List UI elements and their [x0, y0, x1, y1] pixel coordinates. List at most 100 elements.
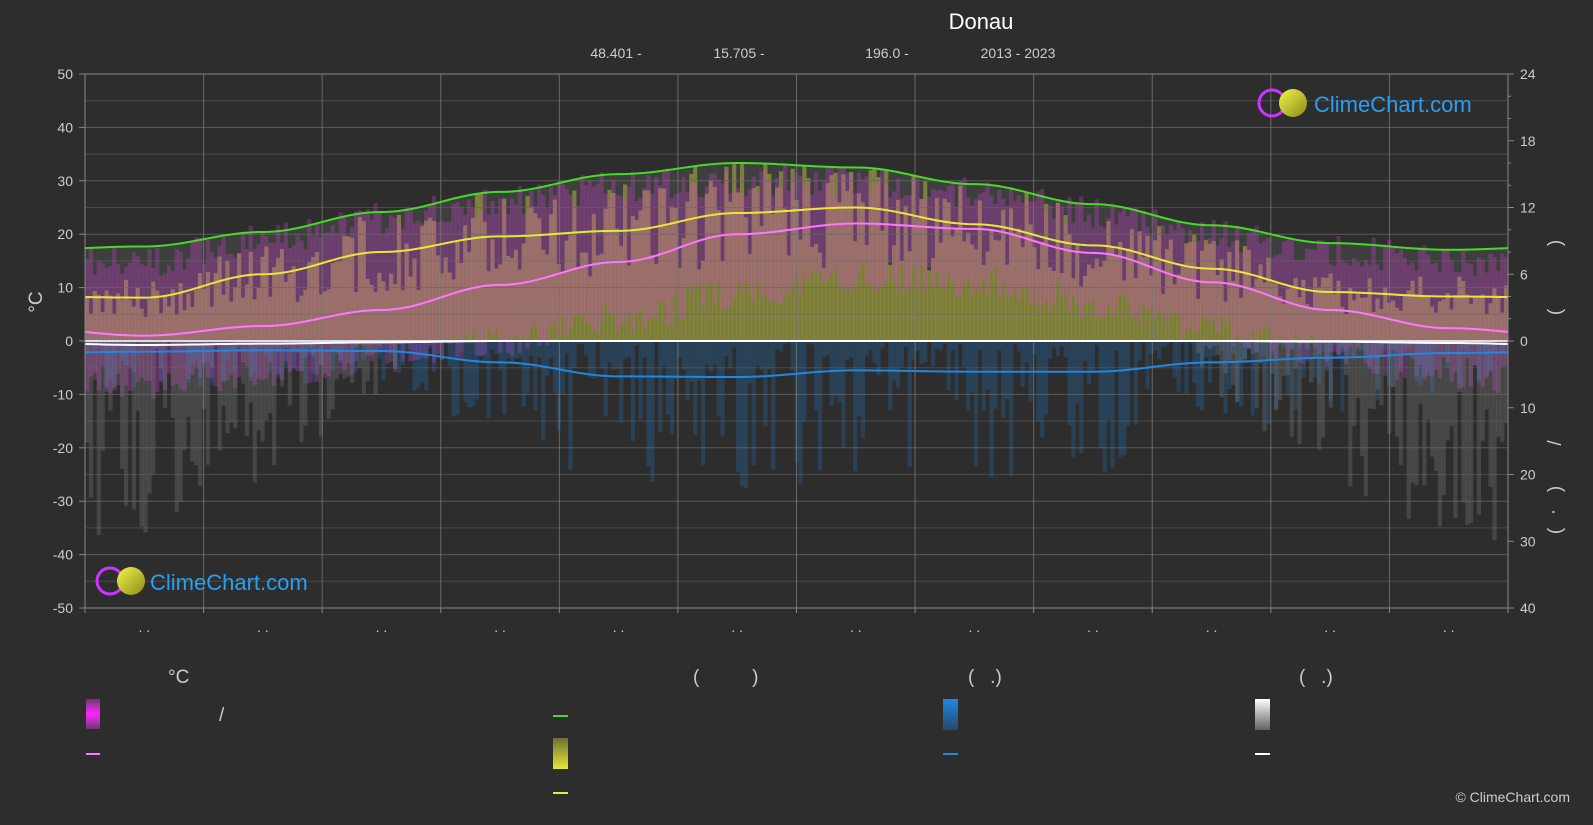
daylight-bar: [1188, 223, 1193, 341]
sunshine-bar: [712, 187, 717, 341]
daylight-bar: [704, 164, 710, 341]
daylight-bar: [322, 221, 328, 341]
sunshine-bar: [295, 301, 300, 341]
snow-bar: [194, 341, 199, 466]
daylight-bar: [1059, 200, 1064, 341]
daylight-bar: [307, 225, 312, 341]
rain-bar: [580, 341, 585, 344]
rain-bar: [1472, 341, 1478, 344]
daylight-bar: [88, 247, 94, 341]
temp-range-bar: [1367, 264, 1372, 367]
rain-bar: [1344, 341, 1349, 353]
daylight-bar: [642, 172, 647, 341]
temp-range-bar: [1153, 209, 1158, 319]
temp-range-bar: [1036, 191, 1041, 307]
rain-bar: [1316, 341, 1322, 385]
snow-bar: [1246, 341, 1251, 348]
sunshine-bar: [1137, 231, 1142, 341]
sunshine-bar: [580, 252, 585, 341]
rain-bar: [198, 341, 203, 386]
temp-range-bar: [428, 204, 433, 346]
rain-bar: [455, 341, 460, 416]
x-tick-label: . .: [494, 619, 506, 635]
sunshine-bar: [724, 166, 729, 341]
sunshine-bar: [876, 177, 881, 341]
temp-range-bar: [88, 248, 94, 377]
daylight-bar: [1281, 237, 1287, 341]
daylight-bar: [693, 166, 698, 341]
temp-range-bar: [903, 194, 908, 294]
sunshine-bar: [548, 214, 554, 341]
daylight-bar: [895, 172, 901, 341]
temp-range-bar: [225, 254, 230, 381]
daylight-bar: [373, 212, 378, 341]
temp-range-bar: [1016, 195, 1021, 301]
legend-snow-heading: ( .): [1299, 667, 1333, 688]
sunshine-bar: [470, 217, 476, 341]
rain-bar: [221, 341, 226, 381]
snow-bar: [1219, 341, 1224, 398]
rain-bar: [1355, 341, 1361, 350]
sunshine-bar: [938, 242, 943, 341]
rain-bar: [96, 341, 101, 344]
sunshine-bar: [1215, 275, 1220, 341]
snow-bar: [104, 341, 109, 388]
daylight-bar: [810, 166, 815, 341]
daylight-bar: [876, 168, 881, 341]
daylight-bar: [217, 236, 222, 341]
temp-range-bar: [814, 172, 819, 276]
daylight-bar: [1161, 217, 1166, 341]
temp-range-bar: [1137, 231, 1142, 323]
y-left-tick-label: 50: [57, 66, 73, 82]
temp-range-bar: [615, 195, 620, 333]
sunshine-bar: [1488, 303, 1493, 341]
snow-bar: [108, 341, 113, 411]
rain-bar: [342, 341, 347, 348]
rain-bar: [541, 341, 546, 440]
sunshine-bar: [1149, 275, 1154, 341]
rain-bar: [1122, 341, 1127, 456]
y-right-bottom-tick-label: 10: [1520, 400, 1536, 416]
snow-bar: [159, 341, 164, 369]
sunshine-bar: [1047, 267, 1053, 341]
y-axis-right-labels: ) (/) (·: [1543, 240, 1566, 534]
temp-range-bar: [1200, 222, 1205, 318]
daylight-bar: [1492, 248, 1497, 341]
daylight-bar: [1036, 195, 1041, 341]
rain-bar: [1016, 341, 1021, 352]
rain-bar: [821, 341, 827, 357]
rain-bar: [392, 341, 398, 368]
daylight-bar: [467, 195, 472, 341]
temp-range-bar: [439, 221, 444, 360]
legend-rain-heading: ( .): [968, 667, 1002, 688]
temp-range-bar: [802, 186, 807, 277]
rain-bar: [872, 341, 877, 364]
temp-range-bar: [810, 195, 815, 270]
sunshine-bar: [1024, 192, 1029, 341]
rain-bar: [868, 341, 873, 350]
daylight-bar: [743, 163, 749, 341]
sunshine-bar: [1005, 264, 1010, 341]
temp-range-bar: [408, 210, 413, 362]
sunshine-bar: [1301, 279, 1306, 341]
rain-bar: [354, 341, 359, 373]
snow-bar: [248, 341, 253, 403]
snow-bar: [1277, 341, 1283, 401]
sunshine-bar: [482, 221, 487, 341]
rain-bar: [470, 341, 476, 407]
temp-range-bar: [665, 168, 671, 326]
sunshine-bar: [389, 273, 394, 341]
daylight-bar: [981, 184, 986, 341]
daylight-bar: [459, 196, 464, 341]
sunshine-bar: [919, 198, 924, 341]
temp-range-bar: [190, 240, 195, 375]
rain-bar: [895, 341, 901, 388]
rain-bar: [1125, 341, 1131, 426]
rain-bar: [1367, 341, 1372, 370]
daylight-bar: [669, 169, 674, 341]
temp-range-bar: [1266, 238, 1271, 327]
temp-range-bar: [443, 221, 448, 342]
snow-bar: [1379, 341, 1384, 406]
rain-bar: [506, 341, 511, 359]
rain-bar: [1005, 341, 1010, 400]
